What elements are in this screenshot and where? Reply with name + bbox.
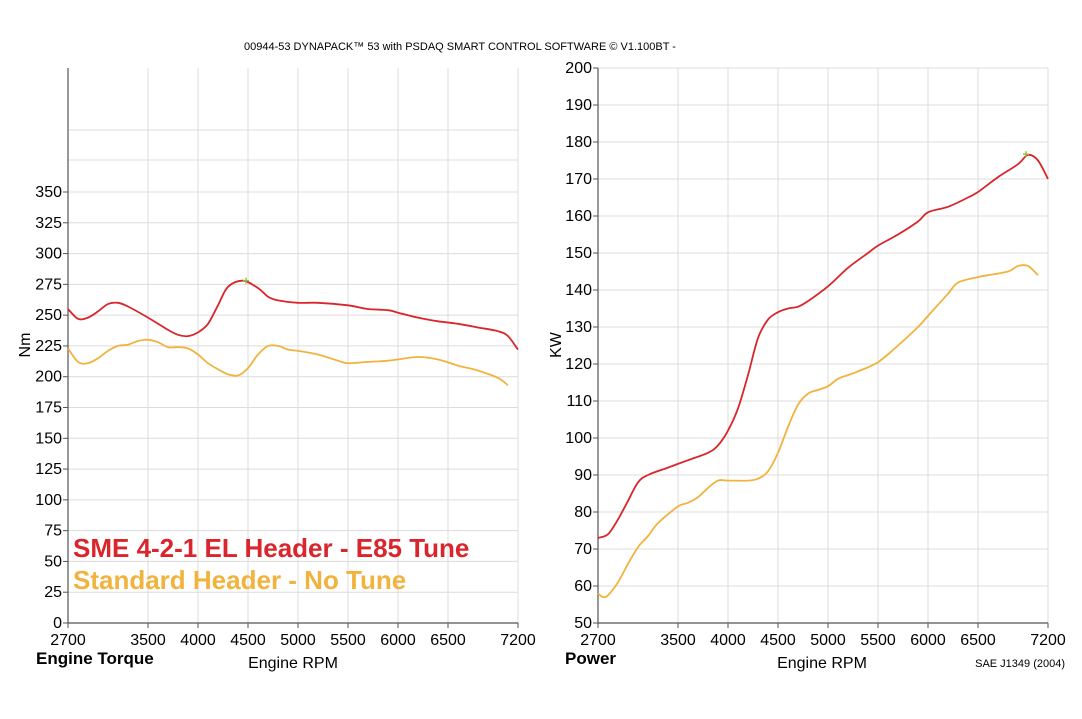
- power-grid: [597, 67, 1049, 624]
- torque-x-tick-label: 5500: [330, 632, 366, 649]
- torque-x-tick-label: 6500: [430, 632, 466, 649]
- power-y-tick-label: 160: [565, 208, 592, 225]
- torque-x-axis-label: Engine RPM: [248, 655, 338, 672]
- torque-y-tick-label: 175: [35, 400, 62, 417]
- torque-y-tick-label: 75: [44, 523, 62, 540]
- power-tick-labels: 50 60 70 80 90 100 110 120 130 140 150 160 170 180 190…: [565, 60, 1066, 649]
- torque-y-tick-label: 225: [35, 338, 62, 355]
- legend-entry-stock: Standard Header - No Tune: [73, 565, 406, 595]
- torque-y-tick-label: 325: [35, 215, 62, 232]
- power-y-axis-label: KW: [548, 331, 565, 358]
- power-y-tick-label: 180: [565, 134, 592, 151]
- power-y-tick-label: 80: [574, 504, 592, 521]
- power-x-tick-label: 6000: [910, 632, 946, 649]
- power-x-tick-label: 4000: [710, 632, 746, 649]
- legend: SME 4-2-1 EL Header - E85 Tune Standard …: [73, 533, 469, 595]
- torque-y-tick-label: 0: [53, 615, 62, 632]
- power-y-tick-label: 90: [574, 467, 592, 484]
- power-series-line: [597, 153, 1049, 539]
- torque-y-tick-label: 275: [35, 276, 62, 293]
- torque-axes: [63, 68, 519, 628]
- power-y-tick-label: 120: [565, 356, 592, 373]
- torque-panel: 0 25 50 75 100 125 150 175 200 225 250 275 300 325 350…: [17, 68, 536, 672]
- torque-y-tick-label: 250: [35, 307, 62, 324]
- legend-entry-tuned: SME 4-2-1 EL Header - E85 Tune: [73, 533, 469, 563]
- power-peak-marker: [1023, 151, 1029, 158]
- torque-x-tick-label: 2700: [50, 632, 86, 649]
- torque-x-tick-label: 4500: [230, 632, 266, 649]
- power-x-tick-label: 4500: [760, 632, 796, 649]
- power-y-tick-label: 60: [574, 578, 592, 595]
- torque-x-tick-label: 6000: [380, 632, 416, 649]
- power-y-tick-label: 200: [565, 60, 592, 77]
- torque-x-tick-label: 4000: [180, 632, 216, 649]
- power-y-tick-label: 130: [565, 319, 592, 336]
- power-y-tick-label: 100: [565, 430, 592, 447]
- torque-y-tick-label: 300: [35, 246, 62, 263]
- torque-y-tick-label: 350: [35, 184, 62, 201]
- power-y-tick-label: 50: [574, 615, 592, 632]
- power-x-tick-label: 6500: [960, 632, 996, 649]
- power-x-tick-label: 7200: [1030, 632, 1066, 649]
- power-y-tick-label: 190: [565, 97, 592, 114]
- torque-y-tick-label: 100: [35, 492, 62, 509]
- torque-x-tick-label: 3500: [130, 632, 166, 649]
- torque-y-tick-label: 50: [44, 553, 62, 570]
- torque-y-tick-label: 200: [35, 369, 62, 386]
- torque-y-tick-label: 25: [44, 584, 62, 601]
- torque-y-tick-label: 150: [35, 430, 62, 447]
- torque-series-line: [67, 279, 519, 351]
- torque-series-line: [67, 338, 509, 387]
- power-axes: [593, 67, 1049, 628]
- power-panel: 50 60 70 80 90 100 110 120 130 140 150 160 170 180 190…: [548, 60, 1066, 672]
- power-x-axis-label: Engine RPM: [777, 655, 867, 672]
- torque-tick-labels: 0 25 50 75 100 125 150 175 200 225 250 275 300 325 350…: [35, 184, 536, 649]
- power-y-tick-label: 150: [565, 245, 592, 262]
- power-x-tick-label: 5500: [860, 632, 896, 649]
- power-y-tick-label: 70: [574, 541, 592, 558]
- power-x-tick-label: 2700: [580, 632, 616, 649]
- torque-y-tick-label: 125: [35, 461, 62, 478]
- torque-y-axis-label: Nm: [17, 333, 34, 358]
- correction-standard-label: SAE J1349 (2004): [975, 658, 1065, 670]
- power-x-tick-label: 3500: [660, 632, 696, 649]
- power-y-tick-label: 110: [566, 393, 592, 410]
- power-panel-title: Power: [565, 649, 616, 668]
- power-series-line: [597, 264, 1039, 599]
- power-x-tick-label: 5000: [810, 632, 846, 649]
- power-y-tick-label: 170: [565, 171, 592, 188]
- torque-x-tick-label: 7200: [500, 632, 536, 649]
- torque-series: [67, 277, 519, 387]
- software-header: 00944-53 DYNAPACK™ 53 with PSDAQ SMART C…: [244, 41, 676, 53]
- power-series: [597, 151, 1049, 599]
- torque-x-tick-label: 5000: [280, 632, 316, 649]
- torque-peak-marker: [243, 277, 249, 284]
- power-y-tick-label: 140: [565, 282, 592, 299]
- torque-grid: [67, 68, 519, 624]
- torque-panel-title: Engine Torque: [36, 649, 154, 668]
